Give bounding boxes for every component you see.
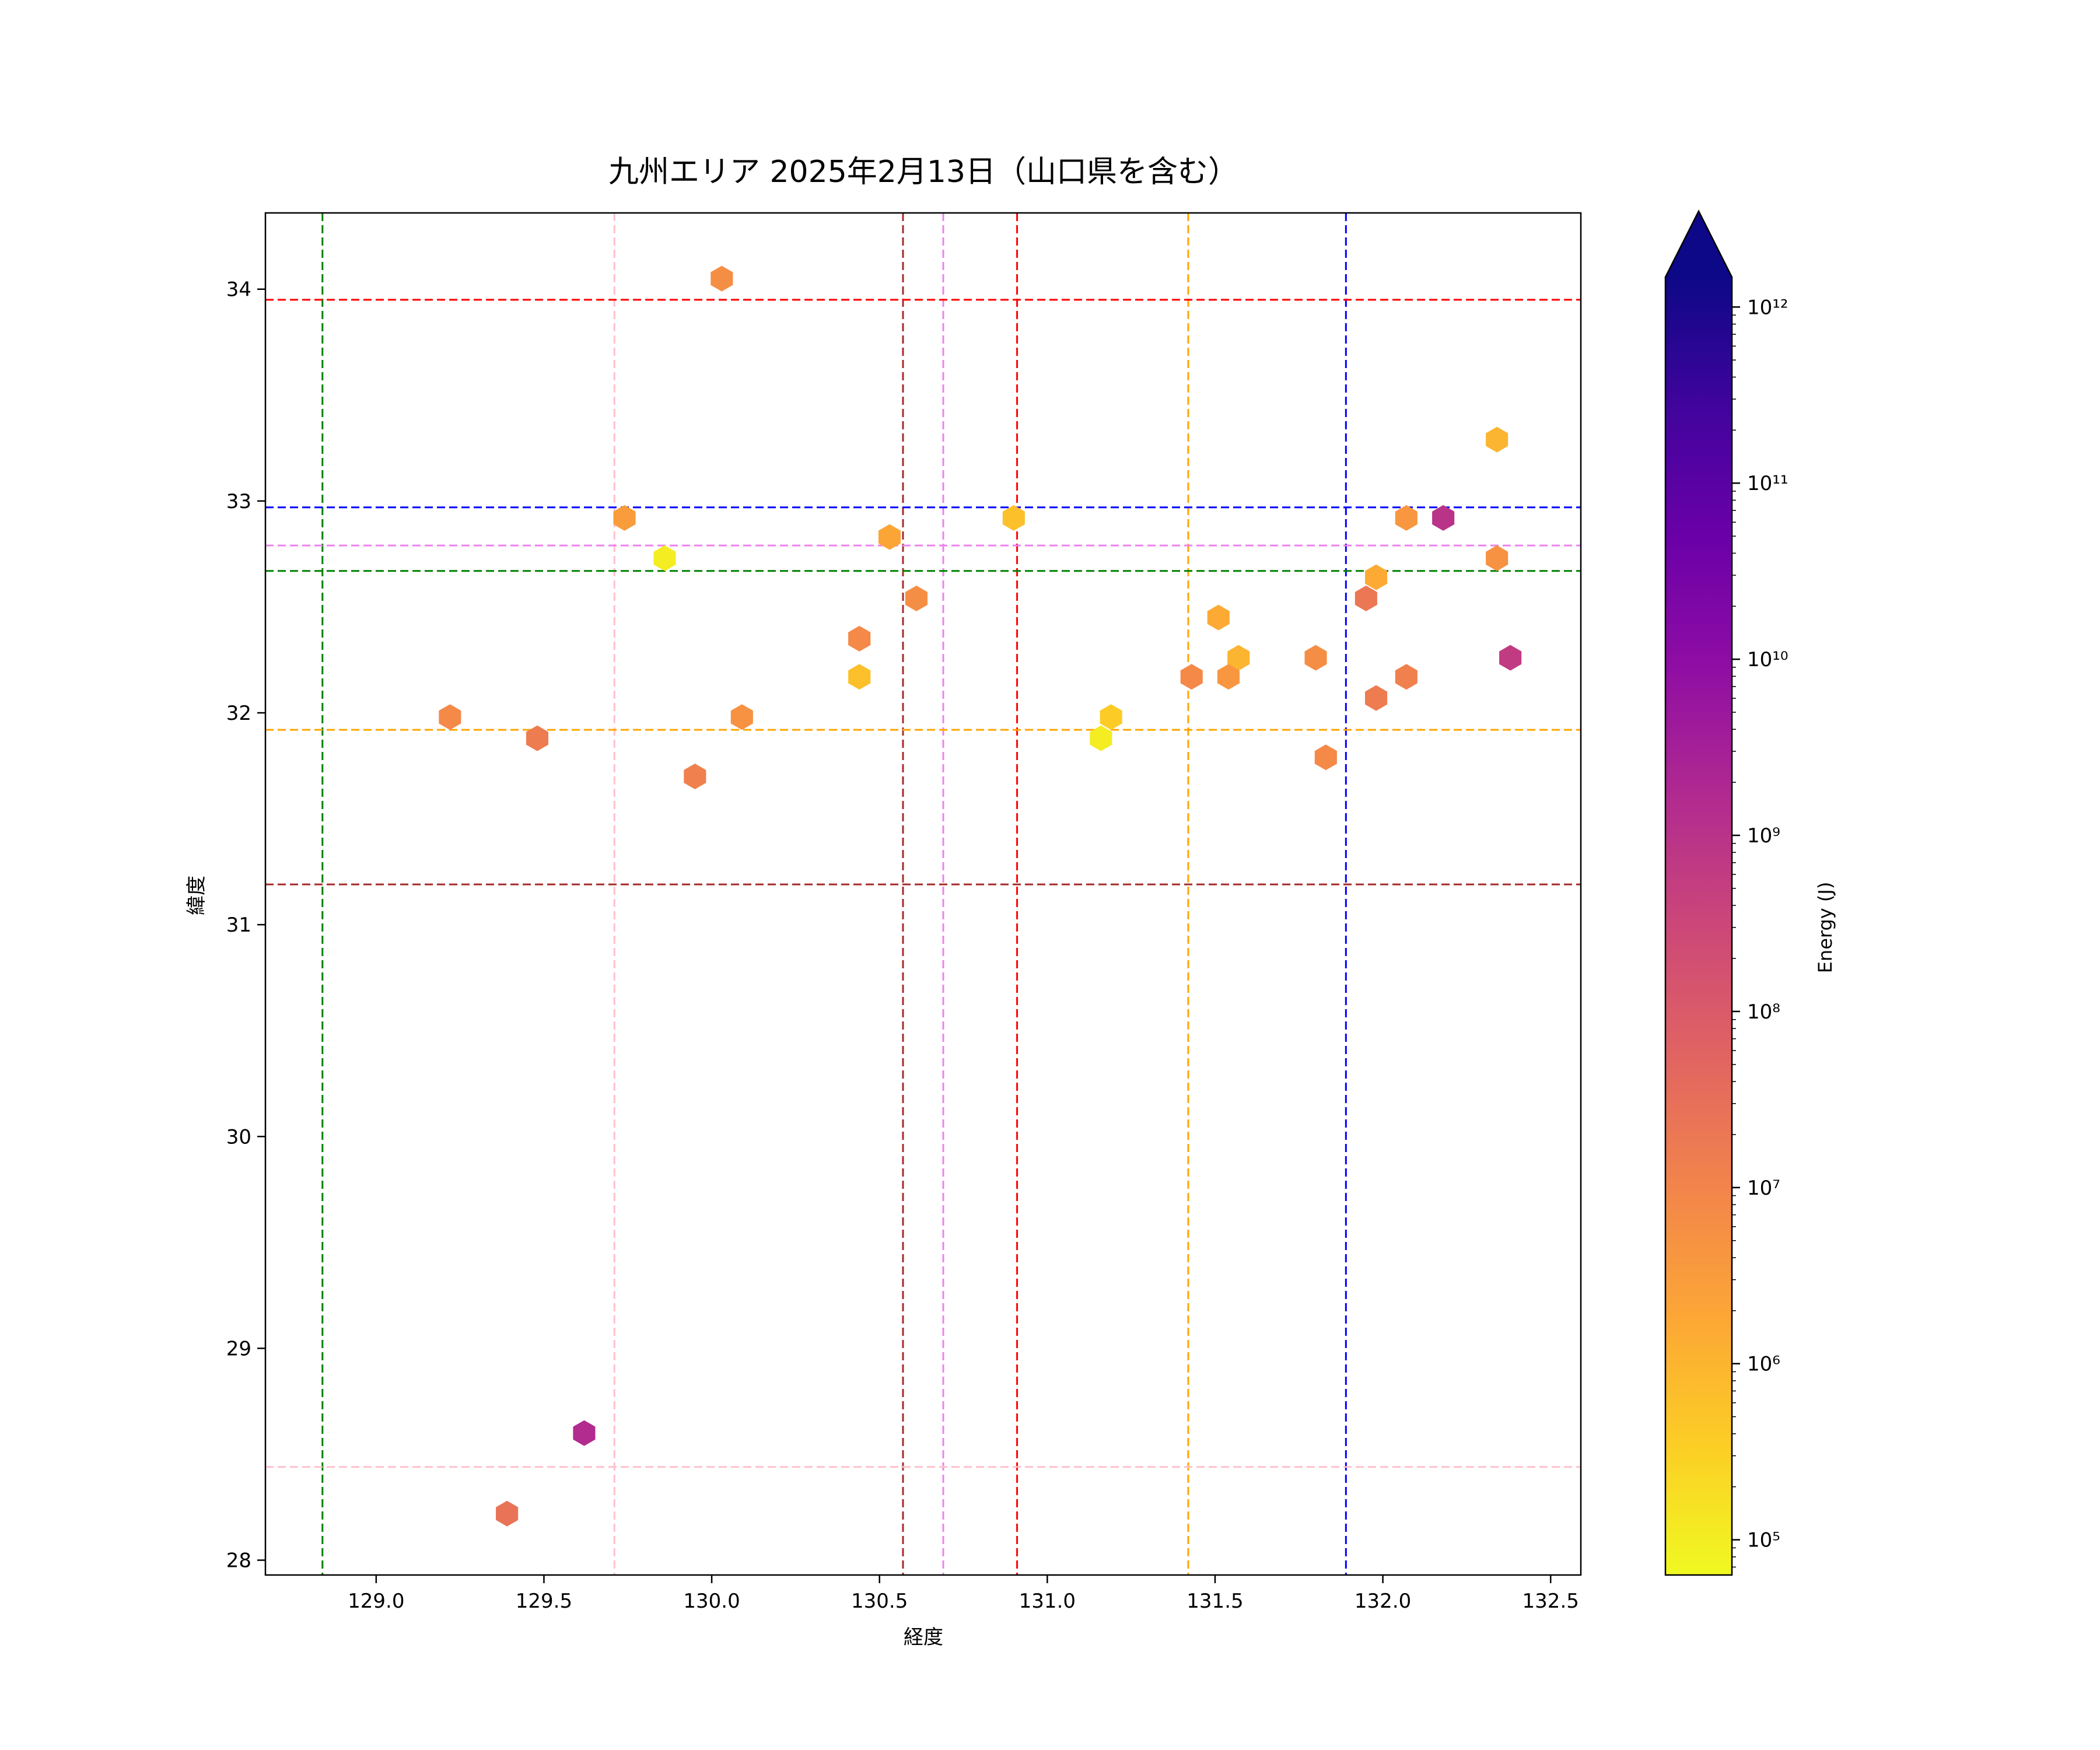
colorbar-ticks: 10⁵ 10⁶ 10⁷ 10⁸ 10⁹ 10¹⁰ 10¹¹ 10¹² xyxy=(1732,296,1788,1568)
colorbar-tick-label: 10¹¹ xyxy=(1747,472,1788,495)
hexbin-cell xyxy=(1486,545,1508,571)
hexbin-cell xyxy=(1217,664,1240,690)
data-hexbins xyxy=(439,265,1522,1527)
hexbin-cell xyxy=(848,664,871,690)
plot-frame xyxy=(264,212,1582,1576)
y-axis-ticks: 28 29 30 31 32 33 34 xyxy=(226,278,265,1573)
colorbar-tick-label: 10⁸ xyxy=(1747,1000,1780,1024)
colorbar-tick-label: 10⁵ xyxy=(1747,1529,1780,1552)
colorbar-outline xyxy=(1664,209,1733,1576)
chart-title: 九州エリア 2025年2月13日（山口県を含む） xyxy=(608,155,1238,190)
hexbin-cell xyxy=(496,1500,519,1527)
y-tick-label: 29 xyxy=(226,1337,251,1360)
hexbin-cell xyxy=(1499,645,1522,671)
reference-lines xyxy=(265,213,1581,1575)
hexbin-cell xyxy=(1314,744,1337,771)
x-tick-label: 129.5 xyxy=(516,1590,572,1613)
colorbar-tick-label: 10¹⁰ xyxy=(1747,648,1788,671)
hexbin-cell xyxy=(1486,426,1508,453)
hexbin-cell xyxy=(1304,645,1327,671)
y-tick-label: 33 xyxy=(226,490,251,513)
colorbar-gradient xyxy=(1665,277,1732,1575)
hexbin-cell xyxy=(848,625,871,652)
colorbar-extend-arrow xyxy=(1665,211,1732,277)
x-tick-label: 132.5 xyxy=(1522,1590,1579,1613)
hexbin-cell xyxy=(1365,685,1388,711)
x-tick-label: 130.5 xyxy=(851,1590,908,1613)
x-tick-label: 131.5 xyxy=(1186,1590,1243,1613)
hexbin-cell xyxy=(653,545,676,571)
y-tick-label: 30 xyxy=(226,1125,251,1149)
y-axis-label: 緯度 xyxy=(185,876,208,915)
x-tick-label: 129.0 xyxy=(348,1590,404,1613)
hexbin-cell xyxy=(573,1420,596,1446)
x-tick-label: 130.0 xyxy=(683,1590,740,1613)
x-tick-label: 131.0 xyxy=(1019,1590,1076,1613)
hexbin-cell xyxy=(1002,505,1025,531)
y-tick-label: 28 xyxy=(226,1549,251,1573)
hexbin-cell xyxy=(1090,725,1112,751)
colorbar-tick-label: 10⁹ xyxy=(1747,824,1780,848)
hexbin-cell xyxy=(1227,645,1250,671)
hexbin-cell xyxy=(1180,664,1203,690)
y-tick-label: 32 xyxy=(226,702,251,725)
hexbin-cell xyxy=(710,265,733,292)
x-tick-label: 132.0 xyxy=(1354,1590,1411,1613)
hexbin-cell xyxy=(878,524,901,550)
colorbar-tick-label: 10⁷ xyxy=(1747,1177,1780,1200)
hexbin-cell xyxy=(1100,704,1122,730)
colorbar-tick-label: 10¹² xyxy=(1747,296,1788,319)
hexbin-cell xyxy=(526,725,548,751)
hexbin-cell xyxy=(1395,664,1418,690)
hexbin-cell xyxy=(1354,585,1377,611)
y-tick-label: 31 xyxy=(226,914,251,937)
x-axis-label: 経度 xyxy=(904,1626,943,1649)
hexbin-cell xyxy=(1207,604,1230,631)
colorbar-tick-label: 10⁶ xyxy=(1747,1353,1780,1376)
x-axis-ticks: 129.0 129.5 130.0 130.5 131.0 131.5 132.0 132.5 xyxy=(348,1575,1579,1613)
hexbin-cell xyxy=(684,764,706,789)
hexbin-cell xyxy=(613,505,636,531)
hexbin-cell xyxy=(1432,505,1455,531)
colorbar: 10⁵ 10⁶ 10⁷ 10⁸ 10⁹ 10¹⁰ 10¹¹ 10¹² Energy (J) xyxy=(1664,209,1836,1576)
colorbar-label: Energy (J) xyxy=(1814,882,1836,974)
hexbin-cell xyxy=(730,704,753,730)
hexbin-cell xyxy=(905,585,928,611)
y-tick-label: 34 xyxy=(226,278,251,302)
hexbin-cell xyxy=(1395,505,1418,531)
hexbin-cell xyxy=(1365,564,1388,590)
hexbin-cell xyxy=(439,704,461,730)
